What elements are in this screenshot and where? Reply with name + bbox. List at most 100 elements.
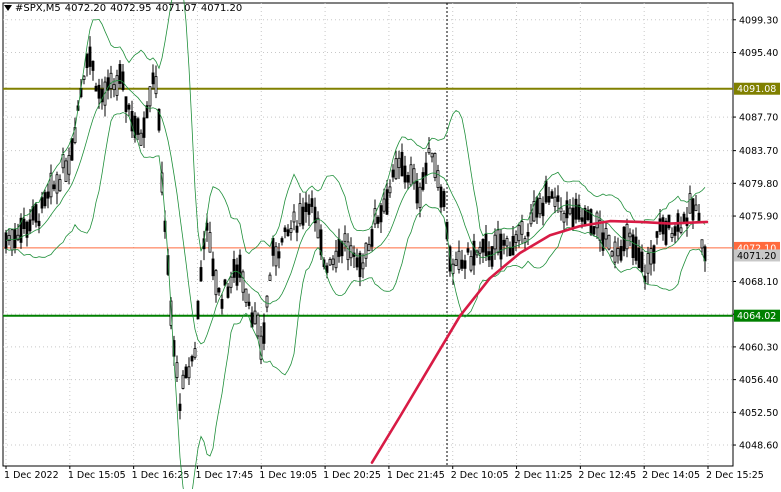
moving-average-line [370, 219, 709, 464]
candle-body [481, 239, 485, 253]
time-tick-label: 1 Dec 19:05 [259, 470, 317, 481]
candle-body [664, 220, 668, 245]
candle-body [283, 227, 287, 233]
candle-body [538, 198, 542, 215]
price-tick-label: 4052.50 [739, 408, 778, 419]
current-price-label-box [734, 249, 780, 262]
candle-body [418, 186, 422, 209]
candle-body [334, 250, 338, 269]
support-level-label-box [734, 309, 780, 322]
candle-body [628, 232, 632, 238]
candle-body [316, 217, 320, 239]
candle-body [94, 85, 98, 92]
candle-body [256, 314, 260, 337]
candle-body [427, 148, 431, 154]
candle-body [562, 213, 566, 223]
candle-body [124, 96, 128, 112]
candle-body [409, 164, 413, 186]
candle-body [403, 165, 407, 183]
candle-body [631, 234, 635, 258]
candle-body [484, 233, 488, 256]
candle-body [127, 104, 131, 110]
time-tick-label: 2 Dec 10:05 [451, 470, 509, 481]
price-tick-label: 4068.10 [739, 277, 778, 288]
candle-body [19, 217, 23, 243]
candle-body [454, 259, 458, 266]
candle-body [400, 151, 404, 177]
candle-body [655, 231, 659, 238]
candle-body [646, 253, 650, 274]
candle-body [424, 162, 428, 176]
candle-body [694, 204, 698, 212]
candle-body [625, 223, 629, 250]
candle-body [535, 197, 539, 218]
candle-body [10, 229, 14, 251]
candle-body [544, 180, 548, 203]
candle-body [286, 229, 290, 237]
candle-body [40, 197, 44, 209]
candle-body [55, 174, 59, 194]
time-tick-label: 2 Dec 14:05 [642, 470, 700, 481]
bollinger-upper-band [5, 0, 706, 255]
candle-body [178, 403, 182, 411]
candle-body [514, 234, 518, 243]
candle-body [577, 204, 581, 220]
candle-body [28, 219, 32, 232]
candle-body [148, 86, 152, 107]
time-tick-label: 1 Dec 20:25 [323, 470, 381, 481]
candle-body [556, 195, 560, 202]
candle-body [25, 221, 29, 238]
candle-body [340, 241, 344, 257]
candle-body [601, 232, 605, 251]
high-price: 4072.95 [110, 3, 152, 14]
candle-body [295, 225, 299, 233]
candle-body [493, 234, 497, 250]
candle-body [7, 235, 11, 241]
candle-body [289, 228, 293, 233]
candle-body [253, 310, 257, 325]
candle-body [568, 207, 572, 215]
candle-body [385, 189, 389, 215]
candle-body [112, 84, 116, 91]
collapse-triangle-icon[interactable] [4, 5, 12, 11]
candle-body [217, 288, 221, 293]
candle-body [106, 77, 110, 91]
candle-body [121, 71, 125, 91]
candle-body [133, 115, 137, 139]
candle-body [607, 234, 611, 250]
time-tick-label: 1 Dec 16:25 [132, 470, 190, 481]
candle-body [262, 322, 266, 344]
candle-body [457, 250, 461, 270]
price-tick-label: 4099.30 [739, 15, 778, 26]
price-tick-label: 4060.30 [739, 342, 778, 353]
candle-body [520, 221, 524, 235]
price-tick-label: 4083.70 [739, 146, 778, 157]
candle-body [586, 209, 590, 221]
candle-body [154, 76, 158, 95]
candle-body [247, 301, 251, 306]
candle-body [697, 212, 701, 221]
candle-body [517, 225, 521, 242]
candle-body [175, 362, 179, 378]
candle-body [64, 160, 68, 182]
symbol-label: #SPX,M5 [15, 3, 61, 14]
candle-body [196, 300, 200, 320]
candle-body [115, 75, 119, 96]
close-price: 4071.20 [200, 3, 243, 14]
candle-body [277, 251, 281, 259]
candle-body [571, 207, 575, 230]
candle-body [37, 220, 41, 227]
candle-body [184, 366, 188, 379]
candle-body [364, 242, 368, 259]
candle-body [682, 213, 686, 222]
candle-body [355, 257, 359, 268]
candle-body [397, 157, 401, 169]
candle-body [70, 138, 74, 161]
candle-body [673, 226, 677, 236]
price-tick-label: 4048.60 [739, 441, 778, 452]
candle-body [652, 245, 656, 264]
candle-body [700, 239, 704, 249]
candle-body [244, 288, 248, 303]
